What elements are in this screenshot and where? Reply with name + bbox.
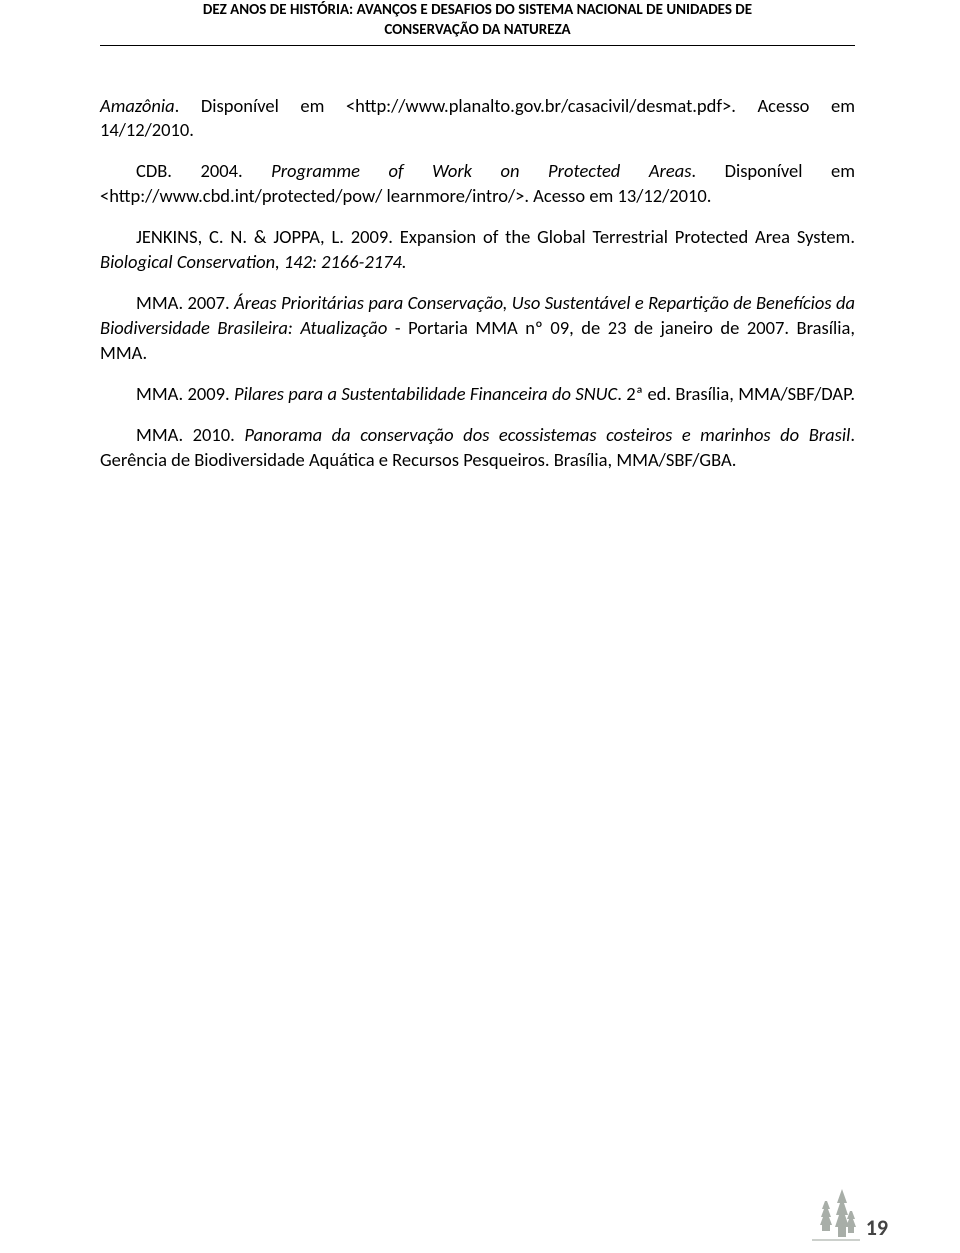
reference-4: MMA. 2007. Áreas Prioritárias para Conse…: [100, 291, 855, 366]
page-number: 19: [866, 1214, 888, 1241]
ref5-prefix: MMA. 2009.: [136, 382, 234, 405]
reference-5: MMA. 2009. Pilares para a Sustentabilida…: [100, 382, 855, 407]
header-line2: CONSERVAÇÃO DA NATUREZA: [100, 20, 855, 40]
ref1-rest: . Disponível em <http://www.planalto.gov…: [100, 94, 855, 142]
page-header: DEZ ANOS DE HISTÓRIA: AVANÇOS E DESAFIOS…: [100, 0, 855, 46]
ref6-title: Panorama da conservação dos ecossistemas…: [244, 423, 850, 446]
ref1-title: Amazônia: [100, 94, 175, 117]
tree-icon: [812, 1169, 860, 1241]
reference-6: MMA. 2010. Panorama da conservação dos e…: [100, 423, 855, 473]
ref3-prefix: JENKINS, C. N. & JOPPA, L. 2009. Expansi…: [136, 225, 855, 248]
ref3-title: Biological Conservation, 142: 2166-2174.: [100, 250, 407, 273]
page-footer: 19: [812, 1169, 888, 1241]
reference-3: JENKINS, C. N. & JOPPA, L. 2009. Expansi…: [100, 225, 855, 275]
ref4-prefix: MMA. 2007.: [136, 291, 234, 314]
ref5-rest: . 2ª ed. Brasília, MMA/SBF/DAP.: [617, 382, 855, 405]
ref6-prefix: MMA. 2010.: [136, 423, 244, 446]
reference-2: CDB. 2004. Programme of Work on Protecte…: [100, 159, 855, 209]
ref5-title: Pilares para a Sustentabilidade Financei…: [234, 382, 617, 405]
header-line1: DEZ ANOS DE HISTÓRIA: AVANÇOS E DESAFIOS…: [100, 0, 855, 20]
ref2-title: Programme of Work on Protected Areas: [271, 159, 691, 182]
reference-1: Amazônia. Disponível em <http://www.plan…: [100, 94, 855, 144]
ref2-prefix: CDB. 2004.: [136, 159, 271, 182]
